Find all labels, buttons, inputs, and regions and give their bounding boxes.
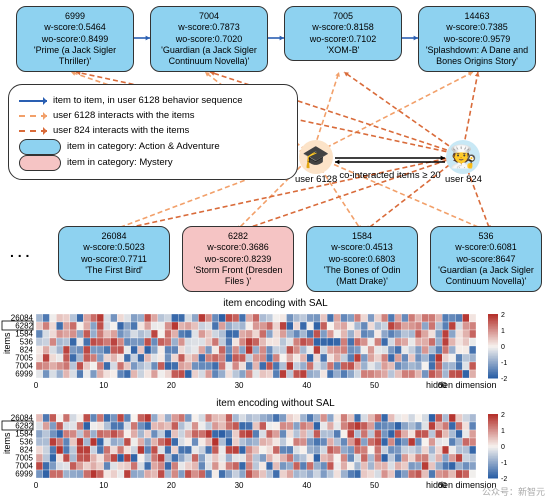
heatmap-without-sal: 2608462821584536824700570046999010203040… bbox=[0, 410, 551, 495]
svg-text:0: 0 bbox=[34, 381, 39, 390]
svg-text:10: 10 bbox=[99, 381, 108, 390]
svg-text:50: 50 bbox=[370, 481, 379, 490]
item-node-6282: 6282w-score:0.3686wo-score:0.8239'Storm … bbox=[182, 226, 294, 292]
legend-text-0: item to item, in user 6128 behavior sequ… bbox=[53, 93, 243, 108]
svg-text:50: 50 bbox=[370, 381, 379, 390]
svg-text:40: 40 bbox=[302, 481, 311, 490]
svg-text:items: items bbox=[2, 332, 12, 354]
svg-text:1: 1 bbox=[501, 328, 505, 335]
item-node-14463: 14463w-score:0.7385wo-score:0.9579'Splas… bbox=[418, 6, 536, 72]
item-node-7004: 7004w-score:0.7873wo-score:0.7020'Guardi… bbox=[150, 6, 268, 72]
user-824-label: user 824 bbox=[445, 174, 482, 185]
svg-text:0: 0 bbox=[501, 444, 505, 451]
heatmap-with-sal: 2608462821584536824700570046999010203040… bbox=[0, 310, 551, 395]
svg-text:0: 0 bbox=[501, 344, 505, 351]
co-interacted-label: co-interacted items ≥ 20 bbox=[330, 170, 450, 181]
legend-box: item to item, in user 6128 behavior sequ… bbox=[8, 84, 298, 180]
user-6128-avatar: 🎓 bbox=[299, 140, 333, 174]
legend-swatch-action bbox=[19, 139, 61, 155]
item-node-536: 536w-score:0.6081wo-score:8647'Guardian … bbox=[430, 226, 542, 292]
svg-text:1: 1 bbox=[501, 428, 505, 435]
heatmap-title-1: item encoding with SAL bbox=[0, 298, 551, 309]
heatmap-title-2: item encoding without SAL bbox=[0, 398, 551, 409]
legend-text-1: user 6128 interacts with the items bbox=[53, 108, 195, 123]
user-824: 🧑‍🍳 user 824 bbox=[445, 140, 482, 185]
item-node-1584: 1584w-score:0.4513wo-score:0.6803'The Bo… bbox=[306, 226, 418, 292]
legend-text-2: user 824 interacts with the items bbox=[53, 123, 189, 138]
svg-text:2: 2 bbox=[501, 412, 505, 419]
svg-text:6999: 6999 bbox=[15, 369, 33, 378]
item-node-6999: 6999w-score:0.5464wo-score:0.8499'Prime … bbox=[16, 6, 134, 72]
legend-arrow-dash1 bbox=[19, 115, 47, 117]
svg-text:30: 30 bbox=[235, 481, 244, 490]
user-824-avatar: 🧑‍🍳 bbox=[446, 140, 480, 174]
legend-text-3: item in category: Action & Adventure bbox=[67, 139, 220, 154]
legend-swatch-mystery bbox=[19, 155, 61, 171]
svg-text:2: 2 bbox=[501, 312, 505, 319]
svg-text:-1: -1 bbox=[501, 360, 507, 367]
ellipsis-left: . . . bbox=[10, 244, 29, 260]
svg-text:10: 10 bbox=[99, 481, 108, 490]
svg-text:20: 20 bbox=[167, 481, 176, 490]
item-node-7005: 7005w-score:0.8158wo-score:0.7102'XOM-B' bbox=[284, 6, 402, 61]
svg-text:30: 30 bbox=[235, 381, 244, 390]
legend-arrow-solid bbox=[19, 100, 47, 102]
svg-text:40: 40 bbox=[302, 381, 311, 390]
svg-text:items: items bbox=[2, 432, 12, 454]
svg-text:hidden dimension: hidden dimension bbox=[426, 380, 497, 390]
legend-text-4: item in category: Mystery bbox=[67, 155, 173, 170]
item-node-26084: 26084w-score:0.5023wo-score:0.7711'The F… bbox=[58, 226, 170, 281]
svg-text:-1: -1 bbox=[501, 460, 507, 467]
svg-text:-2: -2 bbox=[501, 376, 507, 383]
legend-arrow-dash2 bbox=[19, 130, 47, 132]
svg-text:0: 0 bbox=[34, 481, 39, 490]
watermark: 公众号：新智元 bbox=[482, 485, 545, 498]
svg-text:6999: 6999 bbox=[15, 469, 33, 478]
svg-text:20: 20 bbox=[167, 381, 176, 390]
svg-text:-2: -2 bbox=[501, 476, 507, 483]
